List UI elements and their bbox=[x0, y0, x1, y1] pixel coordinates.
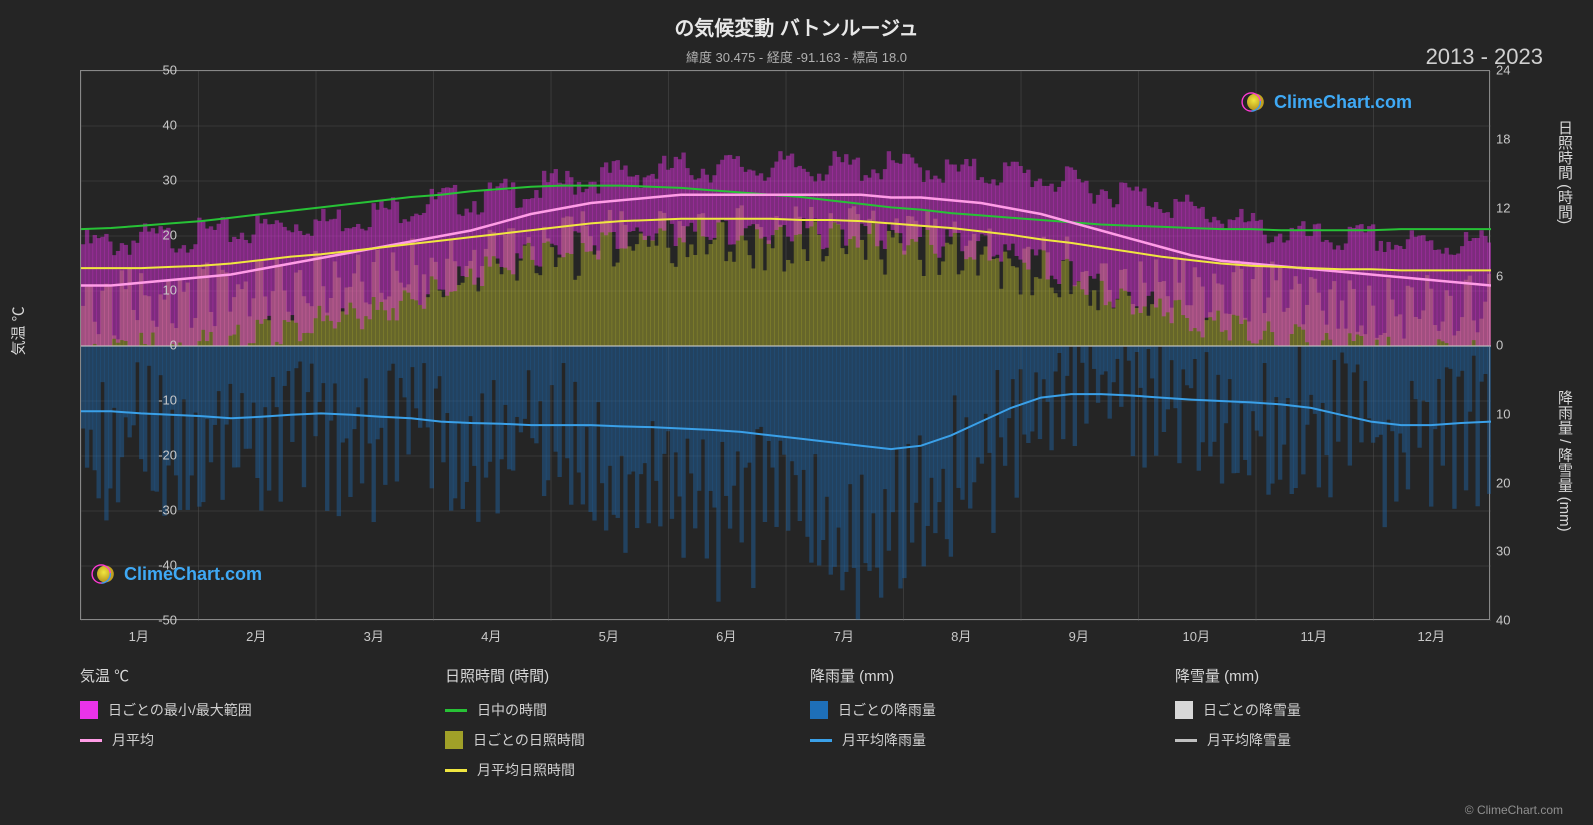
legend-column: 降雨量 (mm) 日ごとの降雨量月平均降雨量 bbox=[810, 665, 1135, 790]
y-tick-left: 40 bbox=[137, 118, 177, 133]
globe-icon bbox=[90, 560, 118, 588]
legend-label: 月平均 bbox=[112, 730, 154, 750]
copyright-label: © ClimeChart.com bbox=[1465, 803, 1563, 817]
climate-chart: の気候変動 バトンルージュ 緯度 30.475 - 経度 -91.163 - 標… bbox=[0, 0, 1593, 825]
x-tick: 12月 bbox=[1418, 626, 1445, 645]
legend-item: 月平均日照時間 bbox=[445, 760, 770, 780]
watermark-text: ClimeChart.com bbox=[124, 564, 262, 585]
legend-item: 日ごとの降雨量 bbox=[810, 700, 1135, 720]
y-tick-left: -30 bbox=[137, 503, 177, 518]
globe-icon bbox=[1240, 88, 1268, 116]
legend-item: 日ごとの降雪量 bbox=[1175, 700, 1500, 720]
x-tick: 6月 bbox=[716, 626, 736, 645]
plot-area bbox=[80, 70, 1490, 620]
x-tick: 5月 bbox=[599, 626, 619, 645]
x-tick: 8月 bbox=[951, 626, 971, 645]
x-tick: 11月 bbox=[1301, 626, 1328, 645]
legend-column: 気温 ℃ 日ごとの最小/最大範囲月平均 bbox=[80, 665, 405, 790]
y-axis-left-label: 気温 ℃ bbox=[8, 306, 29, 355]
legend-swatch-line bbox=[445, 769, 467, 772]
chart-title: の気候変動 バトンルージュ bbox=[0, 0, 1593, 41]
y-tick-right: 20 bbox=[1496, 475, 1536, 490]
legend-item: 日ごとの日照時間 bbox=[445, 730, 770, 750]
y-tick-right: 12 bbox=[1496, 200, 1536, 215]
x-tick: 3月 bbox=[364, 626, 384, 645]
legend-header: 降雨量 (mm) bbox=[810, 665, 1135, 686]
y-tick-left: 20 bbox=[137, 228, 177, 243]
legend-swatch-box bbox=[1175, 701, 1193, 719]
y-tick-right: 6 bbox=[1496, 269, 1536, 284]
legend-swatch-line bbox=[810, 739, 832, 742]
y-tick-right: 10 bbox=[1496, 406, 1536, 421]
x-tick: 1月 bbox=[129, 626, 149, 645]
chart-subtitle: 緯度 30.475 - 経度 -91.163 - 標高 18.0 bbox=[0, 41, 1593, 66]
legend-label: 日中の時間 bbox=[477, 700, 547, 720]
y-tick-right: 30 bbox=[1496, 544, 1536, 559]
legend-swatch-box bbox=[80, 701, 98, 719]
legend-header: 日照時間 (時間) bbox=[445, 665, 770, 686]
legend-item: 月平均 bbox=[80, 730, 405, 750]
y-tick-right: 18 bbox=[1496, 131, 1536, 146]
x-tick: 9月 bbox=[1069, 626, 1089, 645]
watermark-text: ClimeChart.com bbox=[1274, 92, 1412, 113]
legend: 気温 ℃ 日ごとの最小/最大範囲月平均 日照時間 (時間) 日中の時間日ごとの日照時間… bbox=[80, 665, 1500, 790]
legend-label: 月平均降雪量 bbox=[1207, 730, 1291, 750]
legend-label: 月平均降雨量 bbox=[842, 730, 926, 750]
y-tick-right: 40 bbox=[1496, 613, 1536, 628]
watermark: ClimeChart.com bbox=[1240, 88, 1412, 116]
y-tick-left: -20 bbox=[137, 448, 177, 463]
y-tick-right: 24 bbox=[1496, 63, 1536, 78]
legend-header: 気温 ℃ bbox=[80, 665, 405, 686]
legend-column: 日照時間 (時間) 日中の時間日ごとの日照時間月平均日照時間 bbox=[445, 665, 770, 790]
x-tick: 7月 bbox=[834, 626, 854, 645]
y-tick-left: 50 bbox=[137, 63, 177, 78]
legend-item: 月平均降雨量 bbox=[810, 730, 1135, 750]
legend-label: 日ごとの日照時間 bbox=[473, 730, 585, 750]
legend-label: 日ごとの降雪量 bbox=[1203, 700, 1301, 720]
plot-svg bbox=[81, 71, 1491, 621]
legend-swatch-box bbox=[445, 731, 463, 749]
y-tick-right: 0 bbox=[1496, 338, 1536, 353]
legend-swatch-line bbox=[445, 709, 467, 712]
legend-swatch-line bbox=[80, 739, 102, 742]
y-tick-left: 0 bbox=[137, 338, 177, 353]
y-tick-left: 30 bbox=[137, 173, 177, 188]
y-tick-left: -10 bbox=[137, 393, 177, 408]
watermark: ClimeChart.com bbox=[90, 560, 262, 588]
legend-swatch-line bbox=[1175, 739, 1197, 742]
y-axis-right-top-label: 日照時間 (時間) bbox=[1554, 120, 1575, 224]
legend-label: 日ごとの最小/最大範囲 bbox=[108, 700, 252, 720]
legend-item: 日ごとの最小/最大範囲 bbox=[80, 700, 405, 720]
x-tick: 2月 bbox=[246, 626, 266, 645]
legend-label: 日ごとの降雨量 bbox=[838, 700, 936, 720]
legend-item: 月平均降雪量 bbox=[1175, 730, 1500, 750]
legend-swatch-box bbox=[810, 701, 828, 719]
y-tick-left: 10 bbox=[137, 283, 177, 298]
legend-label: 月平均日照時間 bbox=[477, 760, 575, 780]
y-axis-right-bottom-label: 降雨量 / 降雪量 (mm) bbox=[1554, 390, 1575, 532]
legend-column: 降雪量 (mm) 日ごとの降雪量月平均降雪量 bbox=[1175, 665, 1500, 790]
x-tick: 10月 bbox=[1183, 626, 1210, 645]
legend-item: 日中の時間 bbox=[445, 700, 770, 720]
legend-header: 降雪量 (mm) bbox=[1175, 665, 1500, 686]
x-tick: 4月 bbox=[481, 626, 501, 645]
